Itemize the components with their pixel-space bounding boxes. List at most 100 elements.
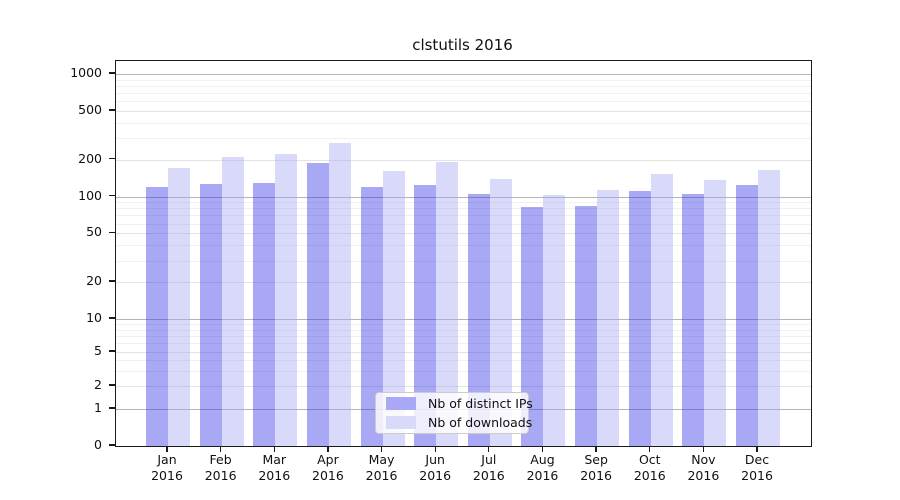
bar-downloads	[597, 190, 620, 446]
x-tick-label: Feb 2016	[193, 452, 249, 483]
legend-label: Nb of distinct IPs	[428, 396, 533, 411]
y-tick-label: 10	[86, 310, 102, 325]
bar-downloads	[489, 178, 512, 446]
bar-distinct-ips	[253, 182, 276, 446]
bar-distinct-ips	[199, 184, 222, 446]
bar-distinct-ips	[306, 163, 329, 446]
bar-downloads	[436, 162, 459, 446]
major-gridline	[116, 319, 811, 320]
x-tick-label: Dec 2016	[729, 452, 785, 483]
minor-gridline	[116, 223, 811, 225]
minor-gridline	[116, 260, 811, 262]
bar-distinct-ips	[575, 206, 598, 446]
legend-label: Nb of downloads	[428, 415, 533, 430]
sub-gridline	[116, 352, 811, 353]
month-label: Dec	[744, 452, 770, 467]
year-label: 2016	[526, 467, 559, 483]
minor-gridline	[116, 92, 811, 94]
minor-gridline	[116, 122, 811, 124]
x-tick-mark	[327, 446, 329, 452]
y-tick-label: 50	[86, 224, 102, 240]
minor-gridline	[116, 343, 811, 345]
year-label: 2016	[204, 467, 237, 483]
bar-downloads	[328, 143, 351, 446]
minor-gridline	[116, 329, 811, 331]
legend-swatch-distinct-ips	[386, 397, 416, 410]
minor-gridline	[116, 324, 811, 326]
bar-distinct-ips	[682, 194, 705, 446]
year-label: 2016	[258, 467, 291, 483]
bar-downloads	[221, 157, 244, 446]
y-tick-label: 500	[78, 101, 102, 117]
x-tick-label: Apr 2016	[300, 452, 356, 483]
year-label: 2016	[312, 467, 344, 483]
y-tick-mark	[109, 444, 116, 446]
major-gridline	[116, 74, 811, 75]
minor-gridline	[116, 335, 811, 337]
month-label: Sep	[584, 452, 608, 467]
legend: Nb of distinct IPs Nb of downloads	[375, 392, 533, 434]
plot-area: Nb of distinct IPs Nb of downloads	[115, 60, 812, 447]
x-tick-label: Oct 2016	[622, 452, 678, 483]
bar-distinct-ips	[414, 185, 437, 446]
month-label: Jan	[157, 452, 177, 467]
y-tick-label: 5	[94, 343, 102, 358]
x-tick-label: Sep 2016	[568, 452, 624, 483]
chart-title: clstutils 2016	[412, 36, 513, 54]
bar-distinct-ips	[521, 207, 544, 446]
minor-gridline	[116, 85, 811, 87]
legend-row: Nb of downloads	[376, 415, 532, 431]
x-tick-mark	[434, 446, 436, 452]
x-tick-label: Aug 2016	[514, 452, 570, 483]
bar-downloads	[650, 174, 673, 446]
bar-downloads	[704, 180, 727, 446]
x-tick-mark	[488, 446, 490, 452]
bar-downloads	[382, 171, 405, 446]
x-tick-mark	[219, 446, 222, 452]
year-label: 2016	[633, 467, 666, 483]
x-tick-label: Jun 2016	[407, 452, 463, 483]
minor-gridline	[116, 138, 811, 140]
x-tick-label: May 2016	[354, 452, 410, 483]
x-tick-mark	[541, 446, 544, 452]
y-tick-mark	[109, 280, 116, 282]
year-label: 2016	[741, 467, 773, 483]
sub-gridline	[116, 386, 811, 387]
x-tick-mark	[595, 446, 597, 452]
month-label: May	[368, 452, 395, 467]
bar-downloads	[543, 195, 566, 446]
bar-distinct-ips	[736, 185, 759, 446]
x-tick-label: Nov 2016	[675, 452, 731, 483]
sub-gridline	[116, 233, 811, 235]
minor-gridline	[116, 370, 811, 372]
x-tick-label: Jul 2016	[461, 452, 517, 483]
y-tick-label: 1	[94, 400, 102, 415]
y-tick-label: 1000	[70, 65, 102, 80]
y-tick-label: 100	[78, 187, 102, 203]
minor-gridline	[116, 79, 811, 81]
year-label: 2016	[419, 467, 452, 483]
minor-gridline	[116, 360, 811, 362]
year-label: 2016	[365, 467, 398, 483]
sub-gridline	[116, 282, 811, 284]
bar-distinct-ips	[467, 193, 490, 446]
month-label: Feb	[209, 452, 232, 467]
y-tick-label: 20	[86, 273, 102, 289]
sub-gridline	[116, 110, 811, 112]
y-tick-mark	[109, 407, 116, 409]
x-tick-mark	[649, 446, 651, 452]
minor-gridline	[116, 245, 811, 247]
bar-distinct-ips	[360, 187, 383, 446]
month-label: Aug	[530, 452, 555, 467]
minor-gridline	[116, 202, 811, 204]
y-tick-mark	[109, 109, 116, 111]
y-tick-mark	[109, 194, 116, 197]
month-label: Jul	[481, 452, 497, 467]
y-tick-label: 200	[78, 150, 102, 166]
year-label: 2016	[580, 467, 613, 483]
y-tick-mark	[109, 157, 116, 160]
year-label: 2016	[151, 467, 183, 483]
y-tick-mark	[109, 317, 116, 319]
minor-gridline	[116, 215, 811, 217]
